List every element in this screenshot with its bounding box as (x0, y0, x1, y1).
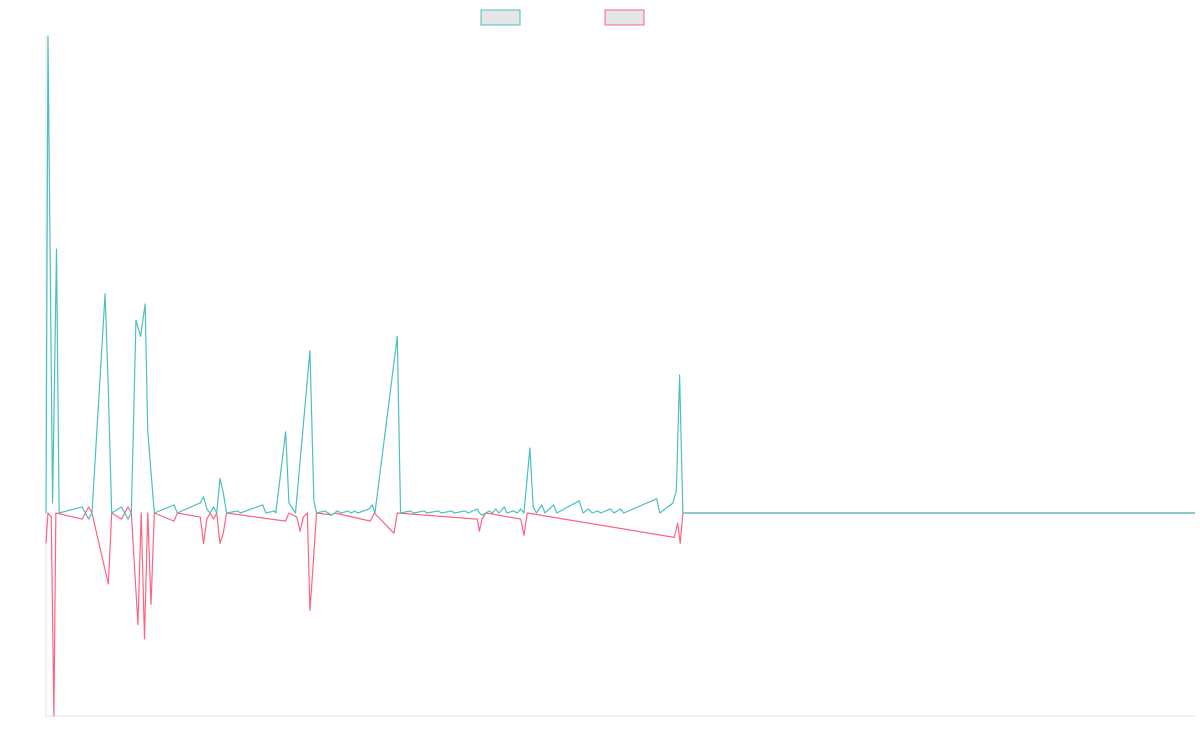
series-line-2 (45, 506, 1195, 717)
legend-swatch-2[interactable] (604, 9, 645, 26)
legend-item-2[interactable] (604, 9, 645, 26)
axes (45, 36, 1195, 717)
legend (480, 9, 645, 26)
series-group (45, 35, 1195, 717)
legend-swatch-1[interactable] (480, 9, 521, 26)
series-line-1 (45, 35, 1195, 520)
legend-item-1[interactable] (480, 9, 521, 26)
